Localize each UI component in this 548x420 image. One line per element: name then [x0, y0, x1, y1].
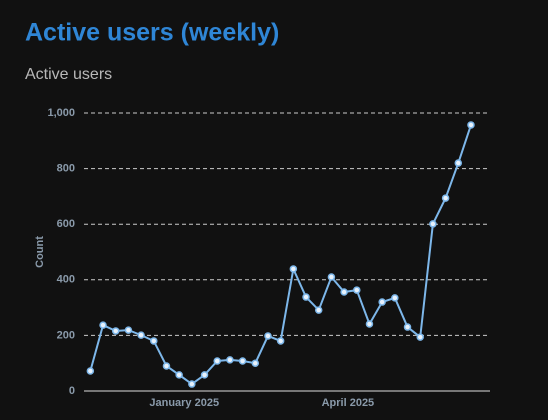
- point: [340, 288, 348, 296]
- point: [365, 320, 374, 328]
- point: [416, 333, 424, 341]
- y-tick-label: 0: [69, 385, 75, 397]
- point: [378, 298, 386, 306]
- point: [124, 326, 133, 334]
- point: [200, 371, 209, 379]
- y-tick-label: 600: [57, 218, 75, 230]
- y-tick-label: 1,000: [47, 107, 75, 119]
- point: [137, 331, 145, 339]
- point: [226, 356, 234, 364]
- point: [441, 194, 450, 202]
- chart-title: Active users (weekly): [25, 19, 279, 47]
- point: [111, 327, 120, 335]
- chart-subtitle: Active users: [25, 66, 112, 83]
- point: [213, 357, 221, 365]
- y-tick-label: 800: [57, 163, 75, 175]
- point: [264, 332, 272, 340]
- point: [86, 367, 95, 375]
- y-tick-label: 400: [57, 274, 75, 286]
- y-axis-label: Count: [34, 236, 46, 268]
- point: [467, 121, 475, 129]
- point: [314, 306, 323, 314]
- x-tick-label: April 2025: [322, 397, 375, 409]
- point: [99, 321, 107, 329]
- point: [289, 265, 298, 273]
- point: [238, 357, 247, 365]
- point: [403, 323, 412, 331]
- point: [251, 359, 260, 367]
- point: [188, 380, 196, 388]
- point: [429, 220, 437, 228]
- point: [276, 337, 285, 345]
- point: [454, 159, 463, 167]
- point: [391, 294, 399, 302]
- point: [302, 293, 310, 301]
- point: [162, 362, 171, 370]
- y-tick-label: 200: [57, 329, 75, 341]
- point: [327, 273, 336, 281]
- point: [150, 337, 158, 345]
- x-tick-label: January 2025: [149, 397, 219, 409]
- point: [353, 286, 361, 294]
- point: [175, 371, 183, 379]
